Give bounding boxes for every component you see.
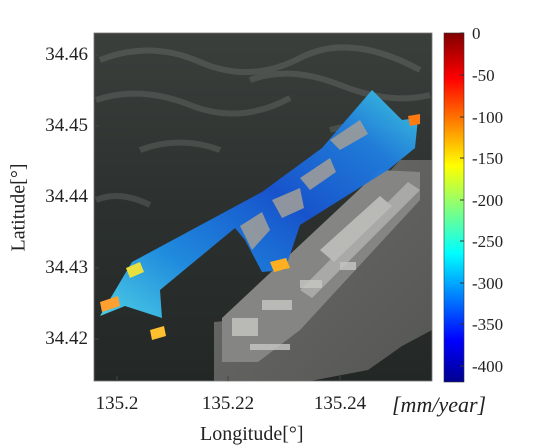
x-tick-label: 135.24 <box>313 393 367 414</box>
y-tick-label: 34.42 <box>45 328 88 349</box>
plot-frame <box>93 32 433 382</box>
colorbar-tick-label: 0 <box>472 24 481 43</box>
x-tick-label: 135.22 <box>201 393 255 414</box>
x-axis-title: Longitude[°] <box>200 423 304 445</box>
y-tick-label: 34.44 <box>45 186 88 207</box>
terminal <box>320 196 392 262</box>
no-data-patches <box>240 120 368 250</box>
runway <box>300 182 420 298</box>
colorbar-tick-label: -350 <box>472 315 504 334</box>
colorbar-tick-label: -400 <box>472 357 504 376</box>
colorbar <box>443 32 465 383</box>
apron-details <box>232 262 356 350</box>
colorbar-tick-label: -150 <box>472 149 504 168</box>
colorbar-tick-label: -250 <box>472 232 504 251</box>
colorbar-tick-label: -50 <box>472 66 495 85</box>
colorbar-tick-label: -100 <box>472 108 504 127</box>
y-ticks <box>94 54 99 340</box>
colorbar-tick-label: -200 <box>472 191 504 210</box>
edge-hotspots <box>100 114 420 340</box>
colorbar-tick-label: -300 <box>472 274 504 293</box>
y-tick-label: 34.43 <box>45 257 88 278</box>
colorbar-ticks <box>460 32 464 367</box>
basemap <box>94 33 432 381</box>
x-ticks <box>116 376 341 381</box>
x-tick-label: 135.2 <box>95 393 139 414</box>
y-tick-label: 34.45 <box>45 115 88 136</box>
colorbar-unit: [mm/year] <box>392 392 487 417</box>
y-tick-label: 34.46 <box>45 44 88 65</box>
y-axis-title: Latitude[°] <box>7 163 30 252</box>
